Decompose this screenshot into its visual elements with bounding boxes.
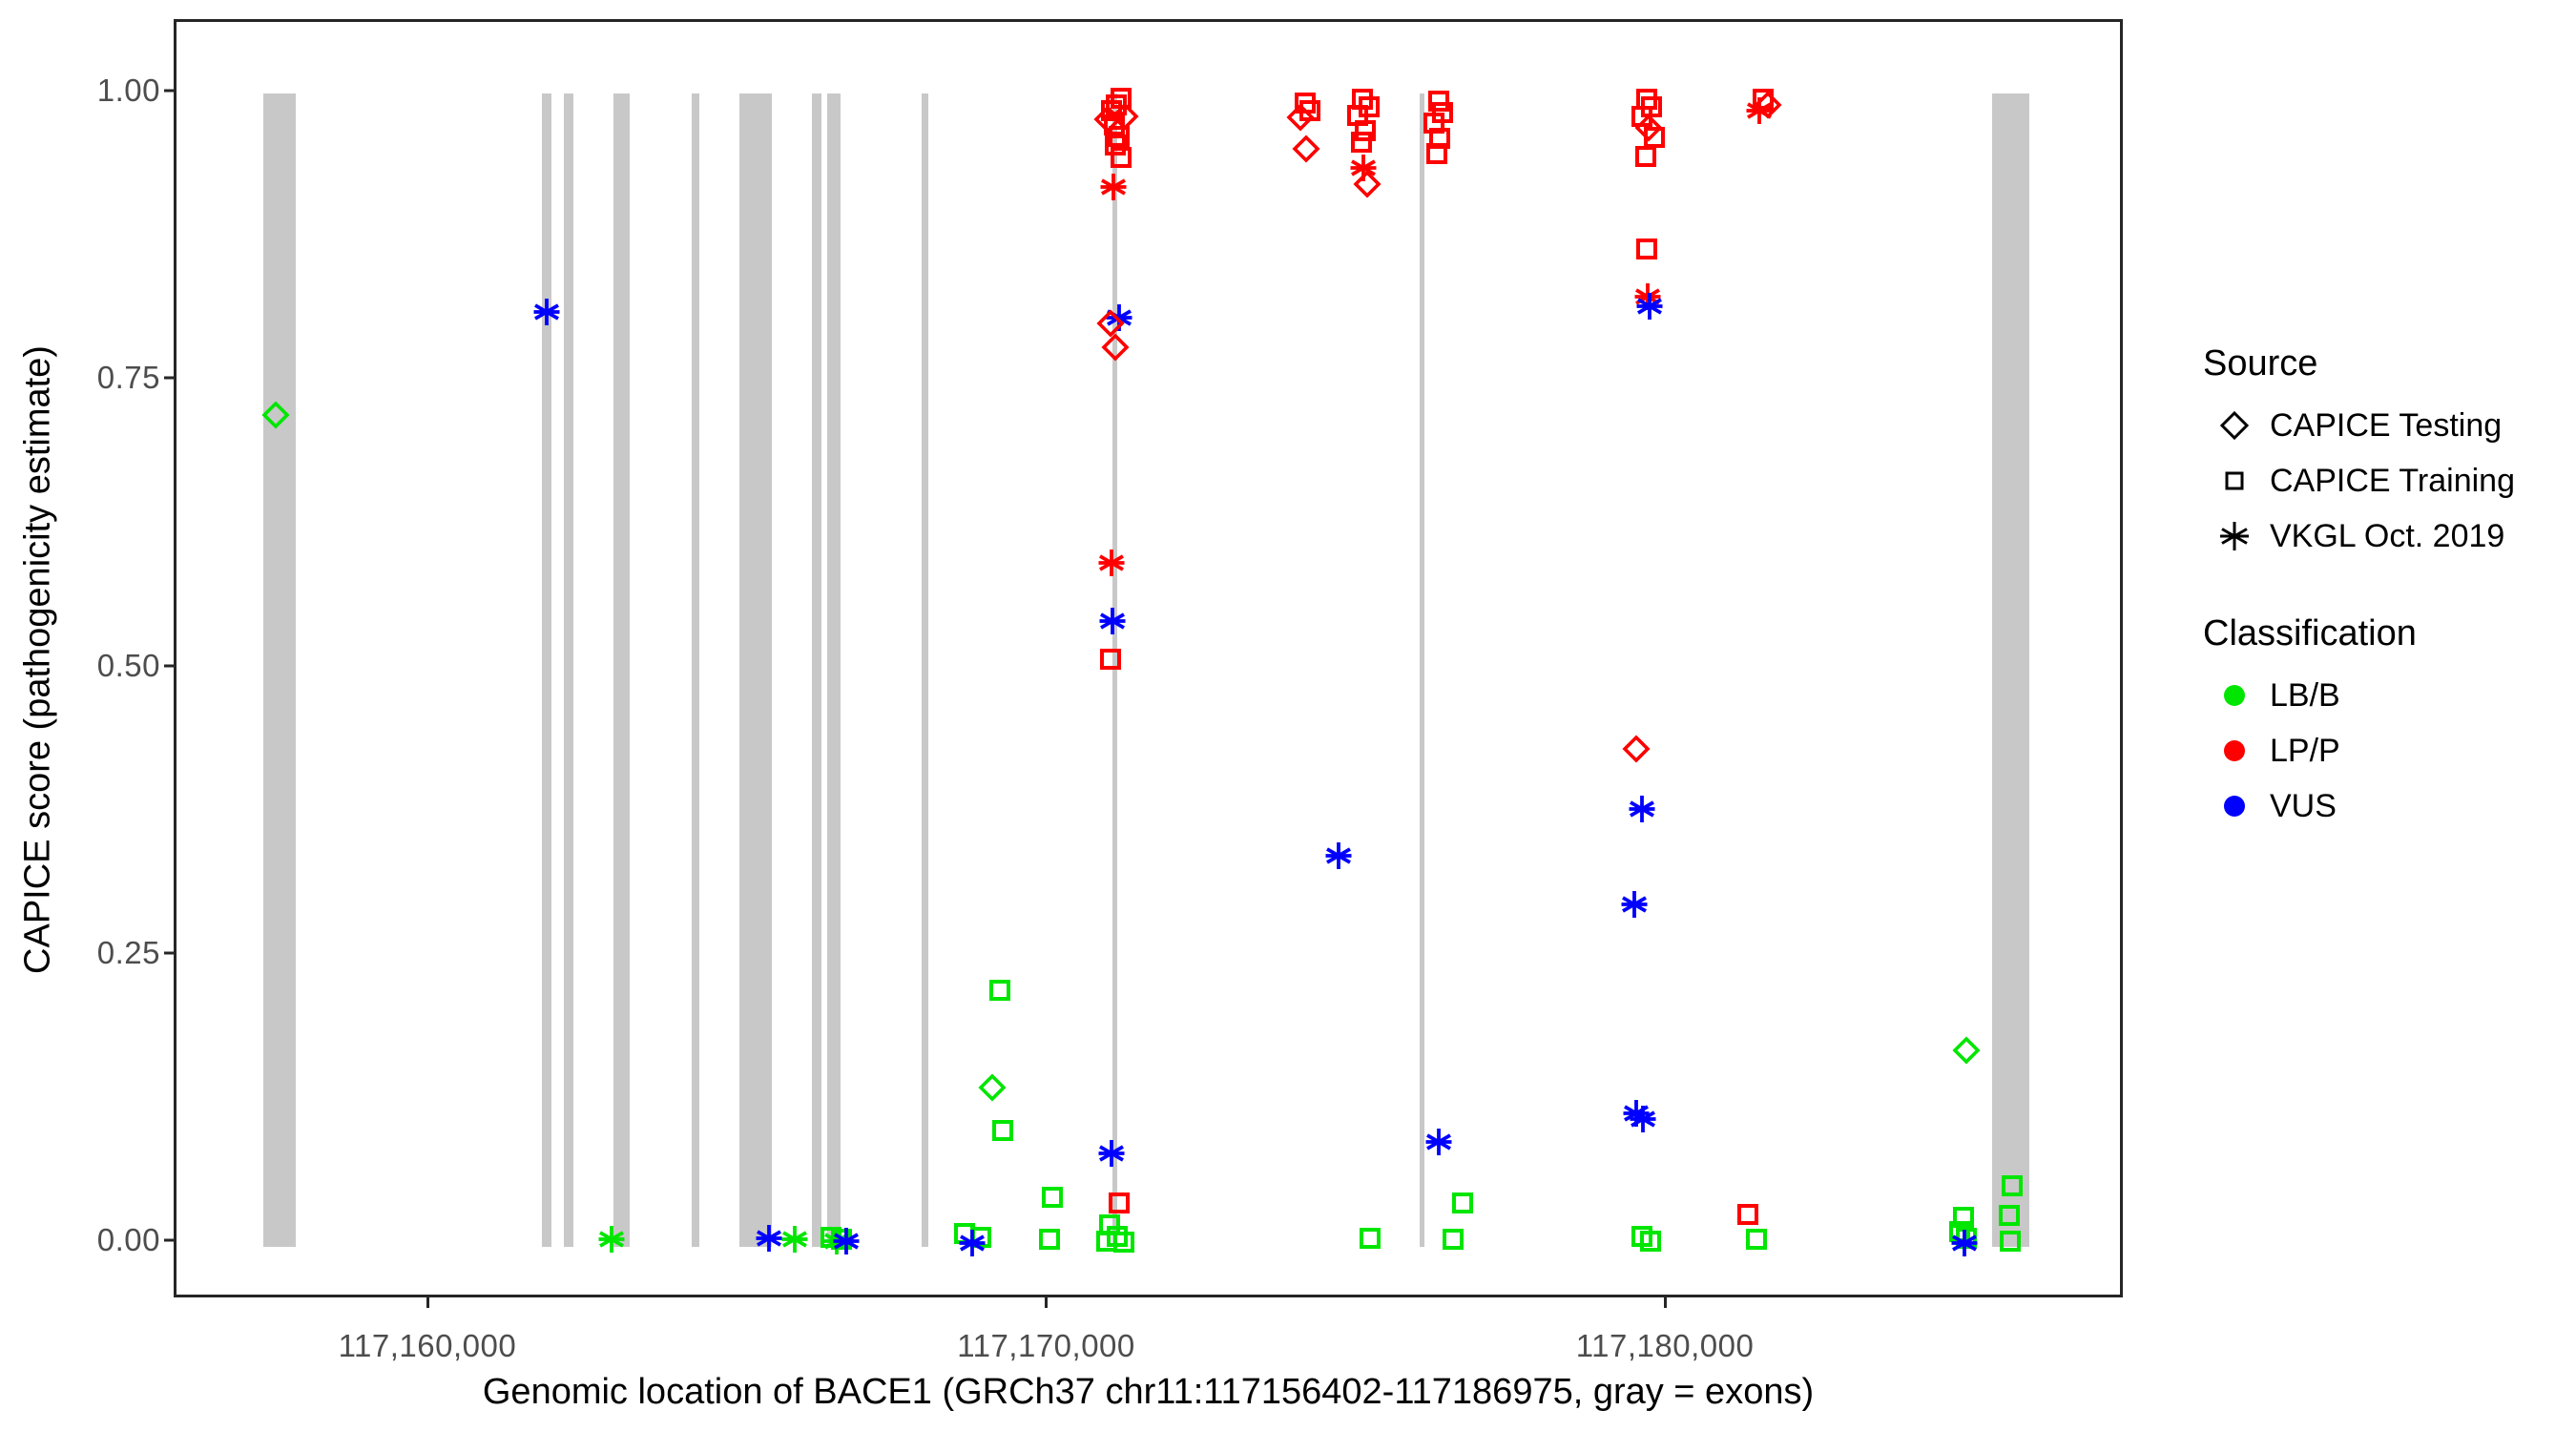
legend-item-label: CAPICE Training bbox=[2270, 462, 2515, 499]
legend-item[interactable]: CAPICE Testing bbox=[2199, 398, 2571, 453]
x-tick-label: 117,170,000 bbox=[957, 1328, 1135, 1363]
y-tick-mark bbox=[164, 89, 174, 93]
legend-container: Source CAPICE Testing CAPICE Training VKGL … bbox=[2199, 343, 2571, 834]
blue-dot-icon bbox=[2199, 785, 2270, 827]
y-tick-mark bbox=[164, 951, 174, 955]
legend-item[interactable]: VKGL Oct. 2019 bbox=[2199, 508, 2571, 564]
x-tick-mark bbox=[1045, 1297, 1049, 1308]
diamond-outline-icon bbox=[2199, 404, 2270, 446]
x-tick-mark bbox=[426, 1297, 429, 1308]
x-tick-mark bbox=[1664, 1297, 1668, 1308]
y-tick-mark bbox=[164, 376, 174, 380]
exon-band bbox=[739, 93, 772, 1247]
plot-panel bbox=[174, 19, 2123, 1297]
legend-item-label: VKGL Oct. 2019 bbox=[2270, 517, 2505, 554]
square-outline-icon bbox=[2199, 460, 2270, 502]
exon-band bbox=[1420, 93, 1424, 1247]
exon-bands-layer bbox=[177, 22, 2120, 1295]
y-tick-label: 0.25 bbox=[96, 934, 160, 970]
legend-spacer bbox=[2199, 564, 2571, 613]
legend-item[interactable]: LB/B bbox=[2199, 668, 2571, 723]
exon-band bbox=[1992, 93, 2029, 1247]
exon-band bbox=[564, 93, 573, 1247]
y-tick-label: 1.00 bbox=[96, 73, 160, 108]
y-axis-label: CAPICE score (pathogenicity estimate) bbox=[17, 345, 58, 974]
y-tick-label: 0.50 bbox=[96, 647, 160, 683]
y-tick-label: 0.75 bbox=[96, 360, 160, 396]
exon-band bbox=[812, 93, 821, 1247]
exon-band bbox=[827, 93, 841, 1247]
exon-band bbox=[613, 93, 630, 1247]
legend-item-label: CAPICE Testing bbox=[2270, 406, 2503, 444]
green-dot-icon bbox=[2199, 674, 2270, 716]
legend-title: Classification bbox=[2203, 613, 2417, 653]
legend-item[interactable]: LP/P bbox=[2199, 723, 2571, 778]
asterisk-icon bbox=[2199, 515, 2270, 557]
scatter-points-layer bbox=[177, 22, 2120, 1295]
exon-band bbox=[1112, 93, 1117, 1247]
x-tick-label: 117,180,000 bbox=[1575, 1328, 1755, 1363]
x-axis-label: Genomic location of BACE1 (GRCh37 chr11:… bbox=[482, 1372, 1815, 1412]
legend-item[interactable]: VUS bbox=[2199, 778, 2571, 834]
y-tick-label: 0.00 bbox=[96, 1222, 160, 1257]
y-tick-mark bbox=[164, 1238, 174, 1242]
exon-band bbox=[263, 93, 296, 1247]
legend-item-label: LP/P bbox=[2270, 732, 2340, 769]
legend-item-label: LB/B bbox=[2270, 676, 2340, 714]
exon-band bbox=[692, 93, 699, 1247]
red-dot-icon bbox=[2199, 730, 2270, 772]
legend-title: Source bbox=[2203, 343, 2318, 384]
legend-item-label: VUS bbox=[2270, 787, 2337, 824]
exon-band bbox=[922, 93, 928, 1247]
y-tick-mark bbox=[164, 664, 174, 667]
legend-item[interactable]: CAPICE Training bbox=[2199, 453, 2571, 508]
x-tick-label: 117,160,000 bbox=[338, 1328, 517, 1363]
exon-band bbox=[542, 93, 551, 1247]
